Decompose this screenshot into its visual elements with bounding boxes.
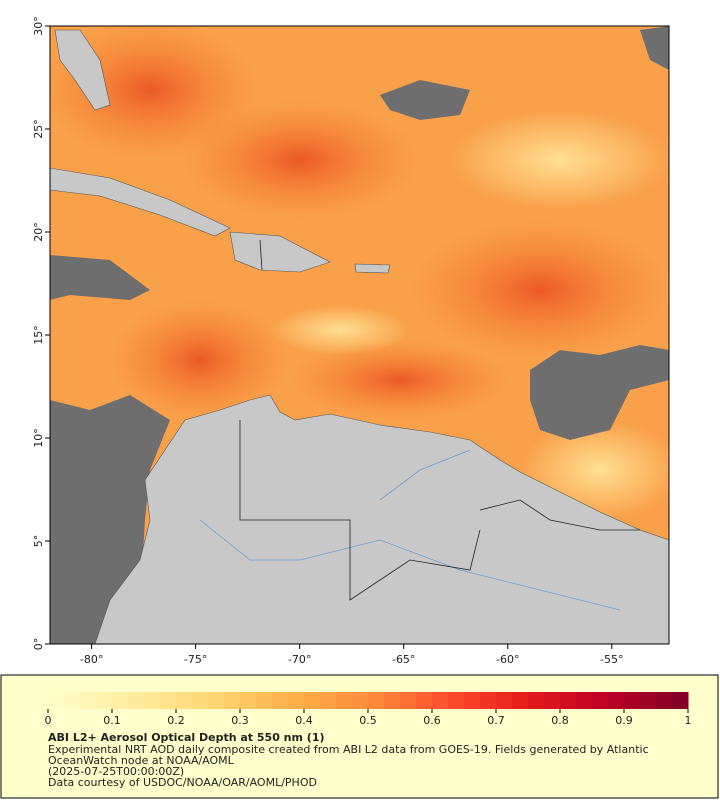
colorbar-segment: [256, 692, 273, 709]
rivers: [199, 449, 621, 611]
colorbar-tick-label: 0.2: [167, 714, 185, 727]
colorbar-segment: [512, 692, 529, 709]
colorbar-segment: [544, 692, 561, 709]
y-tick-label: 5°: [32, 535, 45, 548]
colorbar-tick-label: 0: [45, 714, 52, 727]
x-tick-label: -75°: [184, 653, 207, 666]
caption-line: Experimental NRT AOD daily composite cre…: [48, 743, 649, 756]
colorbar-segment: [432, 692, 449, 709]
colorbar-segment: [464, 692, 481, 709]
colorbar-segment: [480, 692, 497, 709]
colorbar-segment: [288, 692, 305, 709]
y-tick-label: 20°: [32, 222, 45, 242]
colorbar-tick-label: 1: [685, 714, 692, 727]
x-tick-label: -55°: [600, 653, 623, 666]
colorbar-segment: [224, 692, 241, 709]
colorbar-segment: [592, 692, 609, 709]
y-tick-label: 15°: [32, 325, 45, 345]
y-tick-label: 30°: [32, 16, 45, 36]
map-area: [50, 26, 669, 644]
colorbar-segment: [176, 692, 193, 709]
x-tick-label: -80°: [80, 653, 103, 666]
colorbar-segment: [448, 692, 465, 709]
y-tick-label: 25°: [32, 119, 45, 139]
colorbar-segment: [64, 692, 81, 709]
colorbar-segment: [576, 692, 593, 709]
x-tick-label: -60°: [496, 653, 519, 666]
colorbar-tick-label: 0.8: [551, 714, 569, 727]
colorbar-tick-label: 0.9: [615, 714, 633, 727]
colorbar-segment: [656, 692, 673, 709]
aod-low: [270, 305, 410, 355]
colorbar-segment: [272, 692, 289, 709]
colorbar-segment: [48, 692, 65, 709]
colorbar-segment: [368, 692, 385, 709]
colorbar-segment: [240, 692, 257, 709]
colorbar-segment: [192, 692, 209, 709]
aod-low: [450, 110, 669, 210]
colorbar-segment: [640, 692, 657, 709]
colorbar-segment: [624, 692, 641, 709]
aod-high: [410, 220, 669, 360]
x-tick-label: -70°: [288, 653, 311, 666]
colorbar-segment: [304, 692, 321, 709]
colorbar-segment: [352, 692, 369, 709]
colorbar-segment: [416, 692, 433, 709]
colorbar-segment: [80, 692, 97, 709]
colorbar-tick-label: 0.7: [487, 714, 505, 727]
colorbar-tick-label: 0.1: [103, 714, 121, 727]
aod-high: [290, 340, 510, 420]
colorbar-segment: [672, 692, 689, 709]
caption-line: Data courtesy of USDOC/NOAA/OAR/AOML/PHO…: [48, 776, 317, 789]
y-tick-label: 0°: [32, 638, 45, 651]
borders: [239, 239, 640, 601]
colorbar-tick-label: 0.3: [231, 714, 249, 727]
colorbar-segment: [608, 692, 625, 709]
colorbar-segment: [320, 692, 337, 709]
land: [50, 29, 669, 644]
colorbar-segment: [128, 692, 145, 709]
colorbar-segment: [496, 692, 513, 709]
y-tick-label: 10°: [32, 428, 45, 448]
colorbar-tick-label: 0.5: [359, 714, 377, 727]
colorbar-segment: [112, 692, 129, 709]
colorbar-segment: [560, 692, 577, 709]
x-tick-label: -65°: [392, 653, 415, 666]
colorbar-segment: [336, 692, 353, 709]
colorbar-segment: [96, 692, 113, 709]
aod-high: [180, 100, 420, 220]
caption-line: (2025-07-25T00:00:00Z): [48, 765, 184, 778]
colorbar-segment: [160, 692, 177, 709]
colorbar-segment: [384, 692, 401, 709]
colorbar-segment: [208, 692, 225, 709]
colorbar-tick-label: 0.4: [295, 714, 313, 727]
colorbar-segment: [144, 692, 161, 709]
aod-high: [110, 300, 290, 420]
colorbar-segment: [400, 692, 417, 709]
colorbar-tick-label: 0.6: [423, 714, 441, 727]
colorbar-segment: [528, 692, 545, 709]
caption-title: ABI L2+ Aerosol Optical Depth at 550 nm …: [48, 731, 325, 744]
caption-line: OceanWatch node at NOAA/AOML: [48, 754, 235, 767]
